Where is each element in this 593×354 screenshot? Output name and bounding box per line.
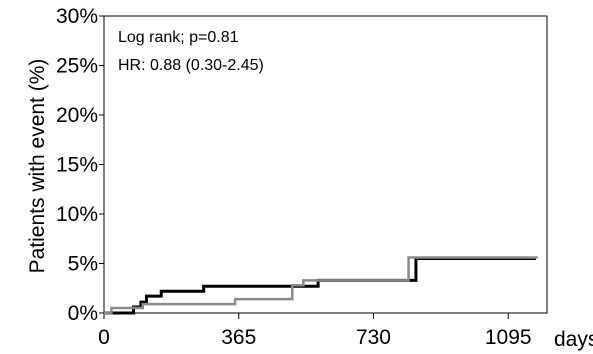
y-axis-title: Patients with event (%) <box>26 59 49 274</box>
y-tick-label: 20% <box>56 104 98 127</box>
y-tick-label: 25% <box>56 55 98 78</box>
y-tick-label: 5% <box>68 253 98 276</box>
x-axis: 0 365 730 1095 <box>98 313 532 349</box>
annotation-hr: HR: 0.88 (0.30-2.45) <box>118 57 264 74</box>
y-tick-label: 30% <box>56 5 98 28</box>
x-tick-label: 0 <box>98 326 110 349</box>
annotation-log-rank: Log rank; p=0.81 <box>118 29 239 46</box>
plot-frame <box>103 15 548 314</box>
x-tick-label: 365 <box>221 326 256 349</box>
y-tick-label: 10% <box>56 203 98 226</box>
y-tick-label: 0% <box>68 302 98 325</box>
y-tick-label: 15% <box>56 154 98 177</box>
x-tick-label: 1095 <box>485 326 532 349</box>
x-axis-title: days <box>554 328 593 351</box>
x-tick-label: 730 <box>356 326 391 349</box>
series-line-2 <box>104 256 538 315</box>
series-layer <box>104 256 538 315</box>
y-axis: 0% 5% 10% 15% 20% 25% 30% <box>56 5 104 325</box>
